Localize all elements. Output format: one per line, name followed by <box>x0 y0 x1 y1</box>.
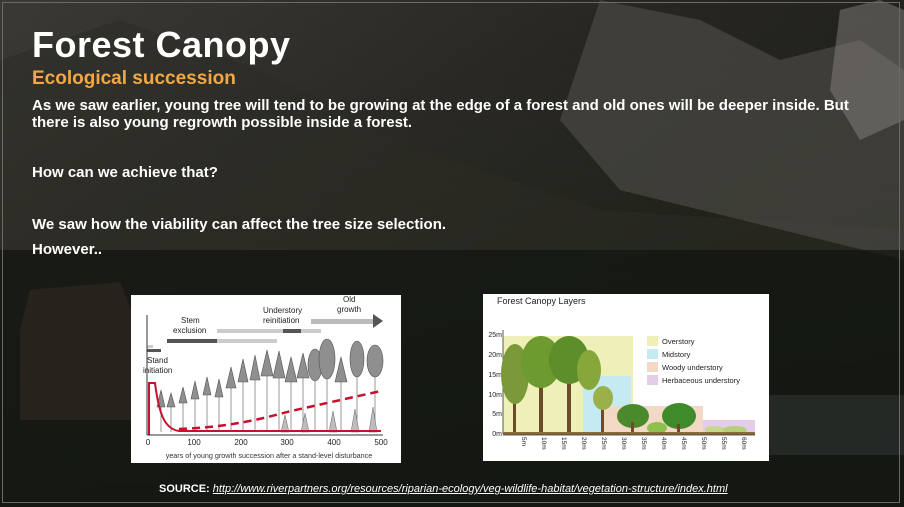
x-tick-300: 300 <box>280 438 294 447</box>
y-tick-5: 5m <box>492 411 502 418</box>
legend-swatch-herb <box>647 375 658 385</box>
x-tick-30m: 30m <box>620 437 627 450</box>
legend-swatch-overstory <box>647 336 658 346</box>
x-tick-0: 0 <box>146 438 151 447</box>
legend-herb: Herbaceous understory <box>662 376 740 385</box>
stand-label-1: Stand <box>147 356 168 365</box>
x-tick-400: 400 <box>327 438 341 447</box>
oldgrowth-label-1: Old <box>343 295 355 304</box>
y-tick-25: 25m <box>488 332 502 339</box>
legend-woody: Woody understory <box>662 363 723 372</box>
x-tick-35m: 35m <box>640 437 647 450</box>
x-tick-5m: 5m <box>520 437 527 446</box>
x-tick-10m: 10m <box>540 437 547 450</box>
y-tick-0: 0m <box>492 431 502 438</box>
legend-overstory: Overstory <box>662 337 695 346</box>
y-tick-10: 10m <box>488 392 502 399</box>
paragraph-however: However.. <box>32 241 103 258</box>
mountain-right <box>560 0 904 260</box>
legend-midstory: Midstory <box>662 350 691 359</box>
canopy-layers-figure: Forest Canopy Layers 25m 20m 15m 10m 5m … <box>483 294 769 461</box>
understory-label-1: Understory <box>263 306 302 315</box>
page-title: Forest Canopy <box>32 24 291 65</box>
x-tick-500: 500 <box>374 438 388 447</box>
succession-figure: Stand initiation Stem exclusion Understo… <box>131 295 401 463</box>
oldgrowth-label-2: growth <box>337 305 361 314</box>
overstory-curve <box>148 382 381 435</box>
x-tick-15m: 15m <box>560 437 567 450</box>
x-tick-40m: 40m <box>660 437 667 450</box>
x-tick-50m: 50m <box>700 437 707 450</box>
x-tick-200: 200 <box>234 438 248 447</box>
y-tick-15: 15m <box>488 372 502 379</box>
y-tick-20: 20m <box>488 352 502 359</box>
x-tick-100: 100 <box>187 438 201 447</box>
x-tick-20m: 20m <box>580 437 587 450</box>
layers-title: Forest Canopy Layers <box>497 296 586 306</box>
stem-label-1: Stem <box>181 316 200 325</box>
paragraph-intro: As we saw earlier, young tree will tend … <box>32 97 849 131</box>
canopy-trees <box>501 336 755 435</box>
x-tick-25m: 25m <box>600 437 607 450</box>
understory-trend <box>178 389 382 431</box>
x-tick-60m: 60m <box>740 437 747 450</box>
source-link[interactable]: http://www.riverpartners.org/resources/r… <box>212 483 728 495</box>
x-tick-45m: 45m <box>680 437 687 450</box>
cabin <box>20 282 140 420</box>
stand-label-2: initiation <box>143 366 172 375</box>
snow-patch <box>830 0 904 140</box>
paragraph-viability: We saw how the viability can affect the … <box>32 216 447 233</box>
stem-label-2: exclusion <box>173 326 206 335</box>
succession-trees <box>156 338 384 432</box>
understory-label-2: reinitiation <box>263 316 299 325</box>
source-label: SOURCE: <box>159 483 210 495</box>
x-tick-55m: 55m <box>720 437 727 450</box>
layers-legend: Overstory Midstory Woody understory Herb… <box>647 336 740 385</box>
succession-x-ticks: 0 100 200 300 400 500 <box>146 438 388 447</box>
subtitle: Ecological succession <box>32 68 236 89</box>
legend-swatch-midstory <box>647 349 658 359</box>
source-citation: SOURCE: http://www.riverpartners.org/res… <box>159 483 728 495</box>
legend-swatch-woody <box>647 362 658 372</box>
x-caption: years of young growth succession after a… <box>166 451 373 460</box>
paragraph-question: How can we achieve that? <box>32 164 218 181</box>
